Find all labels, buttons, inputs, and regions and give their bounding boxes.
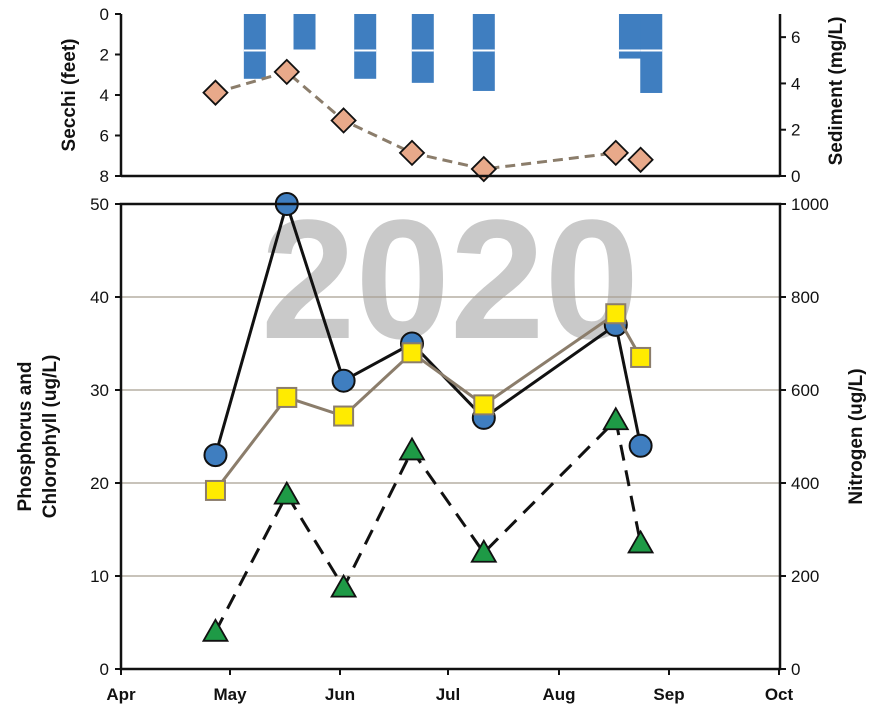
left-axis-title-line2: Chlorophyll (ug/L) — [40, 355, 61, 519]
secchi-bar — [354, 14, 377, 79]
left-tick-label: 10 — [90, 567, 109, 586]
left-tick-label: 30 — [90, 381, 109, 400]
month-label: Aug — [542, 685, 575, 704]
left-axis-title-line1: Phosphorus and — [15, 362, 36, 512]
month-label: Jun — [325, 685, 355, 704]
sediment-tick-label: 6 — [791, 28, 800, 47]
square-marker — [630, 346, 652, 368]
secchi-bar — [472, 14, 495, 91]
triangle-marker — [470, 538, 498, 563]
triangle-series-line — [214, 417, 643, 633]
sediment-tick-label: 0 — [791, 167, 800, 186]
sediment-line — [215, 70, 642, 171]
square-marker — [401, 342, 423, 364]
right-tick-label: 400 — [791, 474, 819, 493]
square-marker — [333, 405, 355, 427]
right-tick-label: 800 — [791, 288, 819, 307]
left-tick-label: 20 — [90, 474, 109, 493]
month-label: Apr — [106, 685, 136, 704]
left-tick-label: 40 — [90, 288, 109, 307]
sediment-tick-label: 4 — [791, 74, 800, 93]
watermark-year: 2020 — [261, 185, 639, 375]
sediment-marker — [273, 58, 301, 86]
triangle-marker — [330, 573, 358, 598]
triangle-marker — [273, 480, 301, 505]
secchi-tick-label: 4 — [100, 86, 109, 105]
secchi-tick-label: 6 — [100, 127, 109, 146]
secchi-bar — [640, 14, 663, 93]
triangle-marker — [398, 436, 426, 461]
circle-marker — [331, 368, 356, 393]
sediment-marker — [602, 139, 630, 167]
top-panel: 0 2 4 6 8 0 2 4 6 Secchi (feet) Sediment (mg/L) — [59, 5, 847, 186]
secchi-bar — [243, 14, 266, 79]
secchi-bar — [293, 14, 316, 51]
month-label: May — [213, 685, 247, 704]
secchi-bar — [411, 14, 434, 83]
sediment-axis-title: Sediment (mg/L) — [826, 17, 847, 166]
month-label: Oct — [765, 685, 794, 704]
right-tick-label: 0 — [791, 660, 800, 679]
sediment-marker — [470, 155, 498, 183]
right-tick-label: 200 — [791, 567, 819, 586]
bottom-panel: 2020 0 10 20 30 40 50 0 200 400 600 800 1000 Apr May Ju… — [15, 185, 867, 704]
left-tick-label: 50 — [90, 195, 109, 214]
secchi-tick-label: 2 — [100, 46, 109, 65]
sediment-marker — [627, 146, 654, 174]
sediment-marker — [202, 79, 229, 106]
month-label: Sep — [653, 685, 684, 704]
square-marker — [605, 303, 627, 325]
square-marker — [204, 479, 226, 501]
triangle-marker — [602, 406, 630, 431]
right-tick-label: 600 — [791, 381, 819, 400]
sediment-marker — [398, 139, 426, 167]
secchi-axis-title: Secchi (feet) — [59, 39, 80, 152]
bottom-frame — [119, 202, 782, 671]
square-marker — [276, 386, 298, 408]
left-tick-label: 0 — [100, 660, 109, 679]
month-label: Jul — [436, 685, 461, 704]
right-tick-label: 1000 — [791, 195, 829, 214]
triangle-marker — [201, 617, 230, 642]
secchi-bar — [618, 14, 641, 59]
secchi-tick-label: 0 — [100, 5, 109, 24]
triangle-marker — [627, 529, 655, 554]
circle-marker — [628, 433, 653, 458]
sediment-tick-label: 2 — [791, 121, 800, 140]
right-axis-title: Nitrogen (ug/L) — [846, 368, 867, 504]
square-marker — [473, 394, 495, 416]
circle-marker — [203, 443, 228, 468]
secchi-tick-label: 8 — [100, 167, 109, 186]
sediment-marker — [330, 107, 357, 134]
